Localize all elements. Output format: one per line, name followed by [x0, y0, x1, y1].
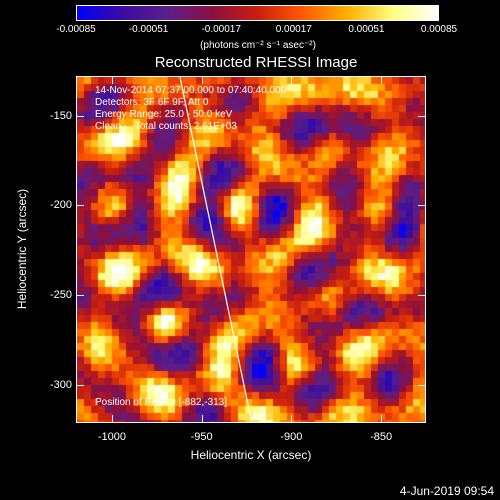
colorbar-tick-label: 0.00051: [348, 24, 385, 35]
x-tick-mark: [381, 415, 383, 423]
y-tick-mark: [76, 115, 84, 117]
x-tick-label: -950: [190, 431, 213, 443]
plot-title: Reconstructed RHESSI Image: [154, 54, 358, 71]
x-tick-label: -900: [280, 431, 303, 443]
y-tick-mark: [418, 115, 426, 117]
x-tick-mark: [111, 76, 113, 84]
y-tick-mark: [418, 295, 426, 297]
y-tick-mark: [76, 205, 84, 207]
colorbar-tick-label: 0.00017: [275, 24, 312, 35]
colorbar-tick-label: -0.00085: [56, 24, 96, 35]
y-axis-label: Heliocentric Y (arcsec): [15, 188, 29, 310]
y-tick-mark: [76, 295, 84, 297]
x-tick-mark: [201, 76, 203, 84]
solar-limb-line: [179, 77, 253, 422]
y-tick-label: -250: [49, 289, 72, 302]
colorbar-unit-label: (photons cm⁻² s⁻¹ asec⁻²): [200, 40, 316, 51]
colorbar: [76, 5, 439, 21]
x-tick-mark: [291, 76, 293, 84]
peak-position-label: Position of Peak = [-882,-313]: [95, 397, 228, 408]
annotation-detectors: Detectors: 3F 6F 9F, Att 0: [95, 97, 209, 108]
x-tick-mark: [291, 415, 293, 423]
x-tick-mark: [201, 415, 203, 423]
y-tick-label: -200: [49, 199, 72, 212]
x-tick-mark: [111, 415, 113, 423]
y-tick-mark: [418, 205, 426, 207]
y-tick-mark: [76, 385, 84, 387]
colorbar-tick-label: -0.00051: [128, 24, 169, 35]
colorbar-tick-label: 0.00085: [420, 24, 458, 35]
limb-line: [179, 77, 253, 422]
heatmap-image: [77, 77, 425, 422]
annotation-counts: Clean Total counts: 2.61E+03: [95, 121, 237, 132]
footer-date: 4-Jun-2019 09:54: [399, 484, 494, 498]
annotation-time: 14-Nov-2014 07:37:00.000 to 07:40:40.000: [95, 85, 287, 96]
x-tick-mark: [381, 76, 383, 84]
x-tick-label: -1000: [97, 431, 126, 443]
annotation-energy: Energy Range: 25.0 - 50.0 keV: [95, 109, 233, 120]
y-tick-mark: [418, 385, 426, 387]
y-tick-label: -300: [49, 379, 72, 392]
colorbar-tick-label: -0.00017: [201, 24, 241, 35]
x-tick-label: -850: [370, 431, 393, 443]
x-axis-label: Heliocentric X (arcsec): [190, 448, 312, 462]
plot-area: 14-Nov-2014 07:37:00.000 to 07:40:40.000…: [76, 76, 426, 423]
y-tick-label: -150: [49, 109, 72, 122]
